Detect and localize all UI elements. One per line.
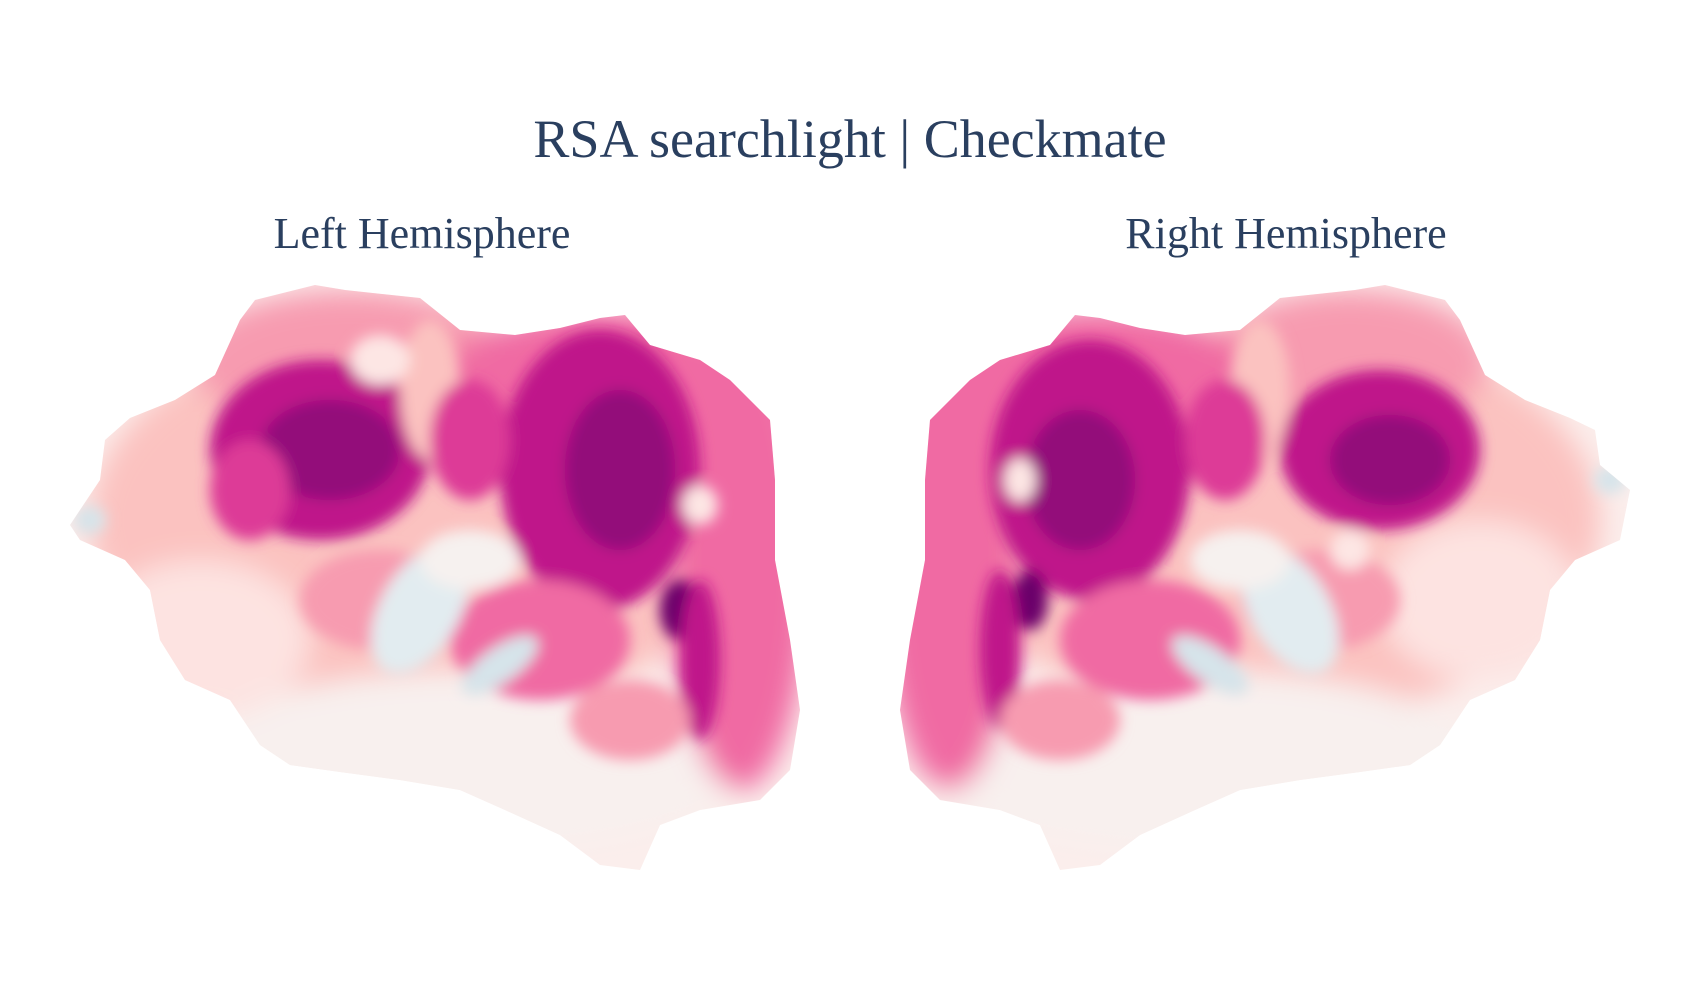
right-hemisphere-title: Right Hemisphere: [1125, 209, 1447, 258]
right-hemisphere-flatmap: [900, 285, 1630, 870]
left-hemisphere-title: Left Hemisphere: [273, 209, 571, 258]
left-hemisphere-flatmap: [70, 285, 800, 870]
figure-title: RSA searchlight | Checkmate: [533, 109, 1167, 169]
